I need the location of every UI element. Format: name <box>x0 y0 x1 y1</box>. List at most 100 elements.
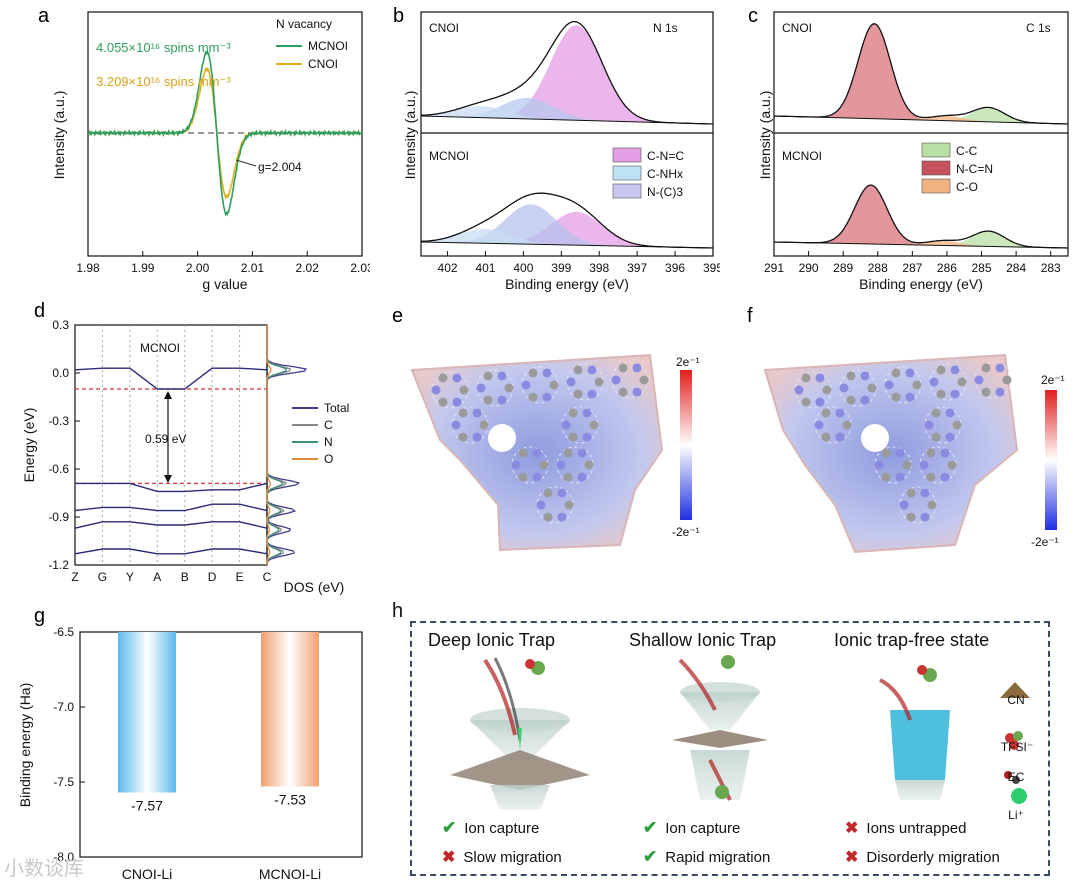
legend-li: Li⁺ <box>1008 808 1024 822</box>
panel-g-chart: g Binding energy (Ha) -6.5 -7.0 -7.5 -8.0 -… <box>17 605 363 882</box>
xtick-label: 398 <box>589 261 609 275</box>
dos-xlabel: DOS (eV) <box>284 579 345 595</box>
atom <box>835 432 845 442</box>
panel-d-label: d <box>34 300 45 322</box>
cross-icon: ✖ <box>845 820 859 837</box>
xtick-label: 291 <box>764 261 784 275</box>
h-status-item: ✔ Ion capture <box>643 818 740 838</box>
band-line <box>74 503 268 512</box>
atom <box>860 395 870 405</box>
atom <box>936 365 946 375</box>
panel-f-molecule: f 2e⁻¹ -2e⁻¹ <box>747 305 1065 554</box>
atom <box>801 373 811 383</box>
bar <box>118 632 176 793</box>
atom <box>919 460 929 470</box>
annotation-mcnoi-spins: 4.055×10¹⁶ spins mm⁻³ <box>96 40 231 55</box>
atom <box>566 377 576 387</box>
band-line <box>74 367 268 390</box>
atom <box>1002 375 1012 385</box>
atom <box>584 460 594 470</box>
panel-c-label: c <box>748 5 758 27</box>
atom <box>891 392 901 402</box>
atom <box>528 392 538 402</box>
panel-g-label: g <box>34 605 45 627</box>
c-core-level: C 1s <box>1026 21 1051 35</box>
background-line <box>773 241 1069 249</box>
atom <box>438 373 448 383</box>
d-legend-o: O <box>324 452 333 466</box>
panel-e-label: e <box>392 305 403 327</box>
h-status-text: Slow migration <box>463 848 562 866</box>
h-status-item: ✔ Rapid migration <box>643 847 770 867</box>
atom <box>543 488 553 498</box>
atom <box>573 389 583 399</box>
series-mcnoi <box>87 49 363 217</box>
plot-frame <box>87 11 363 257</box>
atom <box>618 363 628 373</box>
atom <box>563 472 573 482</box>
atom <box>839 383 849 393</box>
atom <box>518 472 528 482</box>
atom <box>936 389 946 399</box>
e-cbar-max: 2e⁻¹ <box>676 355 700 369</box>
cavity <box>488 424 516 452</box>
k-label: Y <box>126 570 134 584</box>
ec-icon <box>1004 771 1012 779</box>
b-legend-cnhx: C-NHx <box>647 167 683 181</box>
a-xtick-label: 1.99 <box>131 261 155 275</box>
atom <box>905 368 915 378</box>
atom <box>497 395 507 405</box>
atom <box>497 371 507 381</box>
b-sample-top: CNOI <box>429 21 459 35</box>
panel-a-chart: a Intensity (a.u.) g value 1.98 1.99 2.00 2… <box>38 5 370 292</box>
xtick-label: 397 <box>627 261 647 275</box>
background-line <box>420 241 714 249</box>
dos-curve <box>266 325 272 565</box>
h-status-item: ✖ Disorderly migration <box>845 847 1000 867</box>
k-label: C <box>263 570 272 584</box>
plot-frame <box>773 11 1069 257</box>
a-legend-title: N vacancy <box>276 17 332 31</box>
colorbar <box>680 370 692 520</box>
watermark: 小数谈库 <box>4 858 84 880</box>
atom <box>846 371 856 381</box>
panel-b-label: b <box>393 5 404 27</box>
legend-swatch-ncn <box>921 160 951 176</box>
atom <box>974 375 984 385</box>
envelope-line <box>774 184 1068 249</box>
atom <box>950 365 960 375</box>
atom <box>536 500 546 510</box>
atom <box>940 448 950 458</box>
atom <box>926 472 936 482</box>
atom <box>884 380 894 390</box>
h-status-text: Rapid migration <box>665 848 771 866</box>
peak-component <box>774 185 1068 248</box>
atom <box>611 375 621 385</box>
peak-component <box>774 231 1068 248</box>
atom <box>557 512 567 522</box>
atom <box>458 408 468 418</box>
atom <box>995 363 1005 373</box>
legend-ec: EC <box>1007 770 1025 784</box>
atom <box>518 448 528 458</box>
atom <box>542 368 552 378</box>
d-ytick-label: -0.6 <box>48 462 69 476</box>
atom <box>594 377 604 387</box>
atom <box>931 432 941 442</box>
atom <box>452 373 462 383</box>
legend-tfsi: TFSI⁻ <box>1000 740 1034 754</box>
legend-swatch-cnhx <box>612 165 642 181</box>
atom <box>587 365 597 375</box>
d-ytick-label: -0.3 <box>48 414 69 428</box>
panel-h-frame <box>410 621 1050 876</box>
atom <box>557 488 567 498</box>
a-legend-mcnoi: MCNOI <box>308 39 348 53</box>
peak-component <box>774 240 1068 248</box>
atom <box>568 432 578 442</box>
d-ytick-label: 0.3 <box>52 318 69 332</box>
d-ytick-label: 0.0 <box>52 366 69 380</box>
xtick-label: 395 <box>703 261 720 275</box>
atom <box>431 385 441 395</box>
h-status-text: Ion capture <box>665 819 741 837</box>
xtick-label: 283 <box>1041 261 1061 275</box>
